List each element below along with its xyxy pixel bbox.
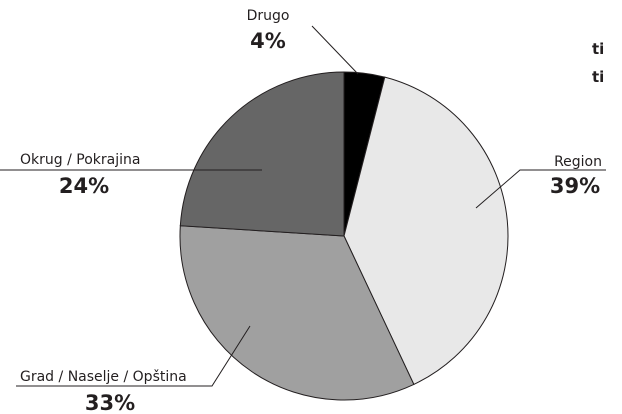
slice-label-grad: Grad / Naselje / Opština xyxy=(20,369,187,385)
slice-value-label-region: 39% xyxy=(550,174,600,198)
cut-off-text-line-2: ti xyxy=(592,68,604,86)
leader-line-drugo xyxy=(311,25,359,75)
slice-label-region: Region xyxy=(554,154,602,170)
leader-lines xyxy=(0,25,606,387)
slice-labels: Drugo 4% Region 39% Grad / Naselje / Opština… xyxy=(20,8,602,414)
leader-line-grad xyxy=(16,325,251,387)
slice-label-drugo: Drugo xyxy=(247,8,290,24)
slice-value-label-grad: 33% xyxy=(85,391,135,414)
leader-line-region xyxy=(475,169,606,209)
cut-off-text-line-1: ti xyxy=(592,40,604,58)
slice-value-label-okrug: 24% xyxy=(59,174,109,198)
pie-slice-grad xyxy=(179,225,415,401)
slice-value-label-drugo: 4% xyxy=(250,29,286,53)
slice-label-okrug: Okrug / Pokrajina xyxy=(20,152,140,168)
pie-slice-region xyxy=(343,76,509,386)
pie-slices xyxy=(179,71,509,401)
pie-slice-okrug xyxy=(179,71,345,237)
